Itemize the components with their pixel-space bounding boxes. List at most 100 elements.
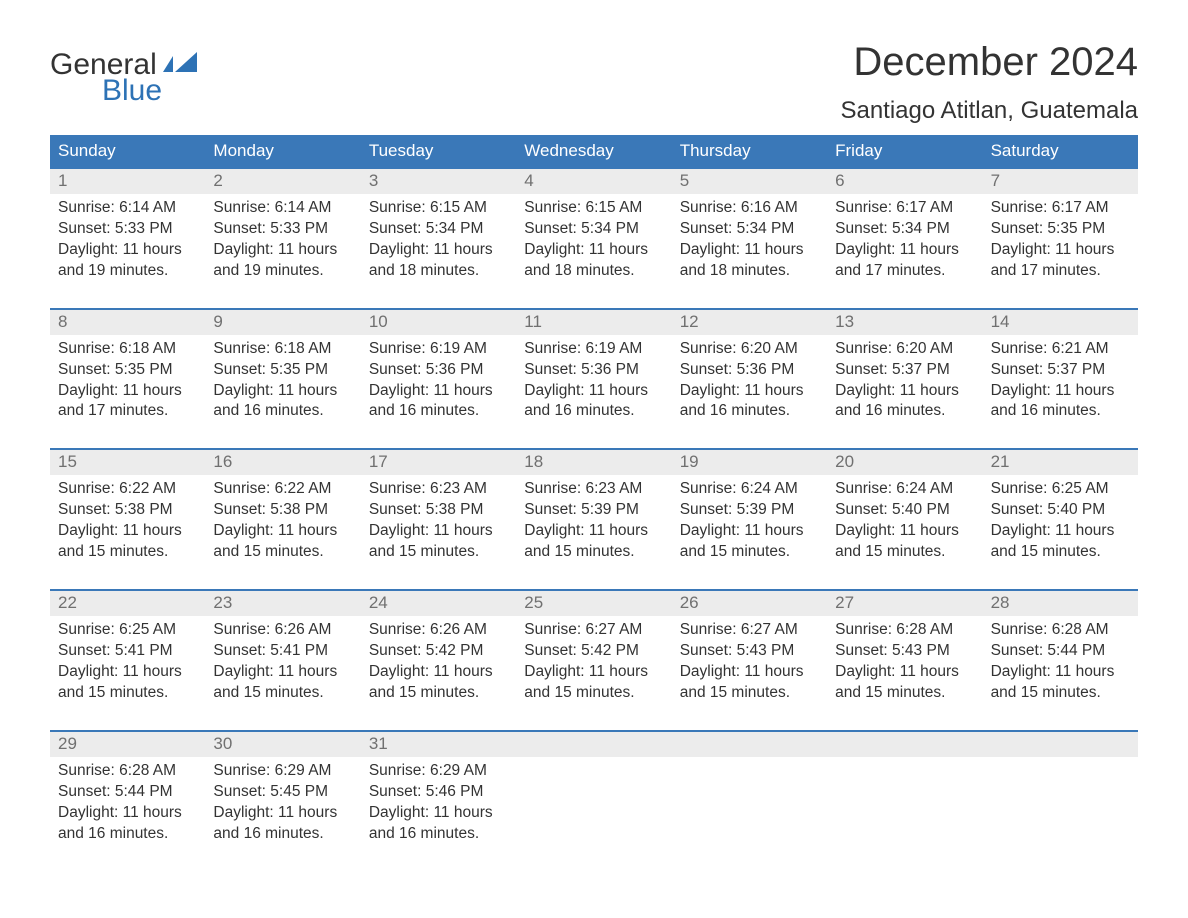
sunrise-line: Sunrise: 6:24 AM [680,479,819,500]
sunrise-line: Sunrise: 6:28 AM [58,761,197,782]
day-content: Sunrise: 6:19 AMSunset: 5:36 PMDaylight:… [516,335,671,423]
daylight-line: Daylight: 11 hours and 16 minutes. [835,381,974,423]
day-cell: 30Sunrise: 6:29 AMSunset: 5:45 PMDayligh… [205,732,360,853]
title-block: December 2024 Santiago Atitlan, Guatemal… [840,40,1138,125]
sunrise-line: Sunrise: 6:22 AM [213,479,352,500]
day-number: 7 [983,169,1138,194]
daylight-line: Daylight: 11 hours and 15 minutes. [524,521,663,563]
sunset-line: Sunset: 5:37 PM [991,360,1130,381]
day-number: 16 [205,450,360,475]
day-number: 26 [672,591,827,616]
day-cell [983,732,1138,853]
sunrise-line: Sunrise: 6:23 AM [524,479,663,500]
sunset-line: Sunset: 5:37 PM [835,360,974,381]
day-cell: 23Sunrise: 6:26 AMSunset: 5:41 PMDayligh… [205,591,360,712]
day-cell [516,732,671,853]
sunset-line: Sunset: 5:34 PM [369,219,508,240]
day-content: Sunrise: 6:26 AMSunset: 5:42 PMDaylight:… [361,616,516,704]
day-content: Sunrise: 6:27 AMSunset: 5:42 PMDaylight:… [516,616,671,704]
sunrise-line: Sunrise: 6:25 AM [58,620,197,641]
sunset-line: Sunset: 5:38 PM [213,500,352,521]
daylight-line: Daylight: 11 hours and 17 minutes. [835,240,974,282]
sunrise-line: Sunrise: 6:18 AM [58,339,197,360]
day-number [672,732,827,757]
day-content: Sunrise: 6:18 AMSunset: 5:35 PMDaylight:… [205,335,360,423]
day-content: Sunrise: 6:28 AMSunset: 5:43 PMDaylight:… [827,616,982,704]
sunrise-line: Sunrise: 6:26 AM [369,620,508,641]
day-number [983,732,1138,757]
day-cell: 11Sunrise: 6:19 AMSunset: 5:36 PMDayligh… [516,310,671,431]
day-number: 14 [983,310,1138,335]
day-content: Sunrise: 6:23 AMSunset: 5:39 PMDaylight:… [516,475,671,563]
daylight-line: Daylight: 11 hours and 16 minutes. [213,803,352,845]
calendar-week: 15Sunrise: 6:22 AMSunset: 5:38 PMDayligh… [50,448,1138,571]
sunrise-line: Sunrise: 6:15 AM [369,198,508,219]
day-content: Sunrise: 6:14 AMSunset: 5:33 PMDaylight:… [50,194,205,282]
sunrise-line: Sunrise: 6:23 AM [369,479,508,500]
day-cell: 19Sunrise: 6:24 AMSunset: 5:39 PMDayligh… [672,450,827,571]
day-number: 30 [205,732,360,757]
day-cell: 17Sunrise: 6:23 AMSunset: 5:38 PMDayligh… [361,450,516,571]
daylight-line: Daylight: 11 hours and 19 minutes. [213,240,352,282]
sunset-line: Sunset: 5:35 PM [58,360,197,381]
day-number: 23 [205,591,360,616]
weekday-thursday: Thursday [672,135,827,167]
sunset-line: Sunset: 5:34 PM [524,219,663,240]
day-content: Sunrise: 6:17 AMSunset: 5:34 PMDaylight:… [827,194,982,282]
calendar: Sunday Monday Tuesday Wednesday Thursday… [50,135,1138,852]
day-cell: 3Sunrise: 6:15 AMSunset: 5:34 PMDaylight… [361,169,516,290]
flag-icon [163,52,197,76]
day-content: Sunrise: 6:15 AMSunset: 5:34 PMDaylight:… [361,194,516,282]
sunrise-line: Sunrise: 6:16 AM [680,198,819,219]
day-number: 2 [205,169,360,194]
day-content: Sunrise: 6:15 AMSunset: 5:34 PMDaylight:… [516,194,671,282]
day-cell: 20Sunrise: 6:24 AMSunset: 5:40 PMDayligh… [827,450,982,571]
location-text: Santiago Atitlan, Guatemala [840,97,1138,125]
daylight-line: Daylight: 11 hours and 17 minutes. [991,240,1130,282]
weekday-sunday: Sunday [50,135,205,167]
weekday-monday: Monday [205,135,360,167]
day-number [827,732,982,757]
day-cell: 12Sunrise: 6:20 AMSunset: 5:36 PMDayligh… [672,310,827,431]
sunset-line: Sunset: 5:36 PM [524,360,663,381]
day-number: 10 [361,310,516,335]
sunrise-line: Sunrise: 6:15 AM [524,198,663,219]
weekday-wednesday: Wednesday [516,135,671,167]
sunrise-line: Sunrise: 6:28 AM [991,620,1130,641]
sunset-line: Sunset: 5:38 PM [58,500,197,521]
sunrise-line: Sunrise: 6:20 AM [680,339,819,360]
day-content: Sunrise: 6:26 AMSunset: 5:41 PMDaylight:… [205,616,360,704]
day-cell: 6Sunrise: 6:17 AMSunset: 5:34 PMDaylight… [827,169,982,290]
day-cell: 22Sunrise: 6:25 AMSunset: 5:41 PMDayligh… [50,591,205,712]
day-cell [827,732,982,853]
sunset-line: Sunset: 5:42 PM [524,641,663,662]
day-number: 21 [983,450,1138,475]
sunrise-line: Sunrise: 6:17 AM [835,198,974,219]
day-number: 6 [827,169,982,194]
page-header: General Blue December 2024 Santiago Atit… [50,40,1138,125]
day-number: 13 [827,310,982,335]
sunset-line: Sunset: 5:46 PM [369,782,508,803]
month-title: December 2024 [840,40,1138,85]
day-cell: 14Sunrise: 6:21 AMSunset: 5:37 PMDayligh… [983,310,1138,431]
day-content: Sunrise: 6:19 AMSunset: 5:36 PMDaylight:… [361,335,516,423]
sunset-line: Sunset: 5:33 PM [213,219,352,240]
weekday-header-row: Sunday Monday Tuesday Wednesday Thursday… [50,135,1138,167]
sunset-line: Sunset: 5:39 PM [524,500,663,521]
day-content: Sunrise: 6:20 AMSunset: 5:37 PMDaylight:… [827,335,982,423]
day-number [516,732,671,757]
day-cell: 29Sunrise: 6:28 AMSunset: 5:44 PMDayligh… [50,732,205,853]
sunrise-line: Sunrise: 6:19 AM [369,339,508,360]
day-cell: 13Sunrise: 6:20 AMSunset: 5:37 PMDayligh… [827,310,982,431]
sunset-line: Sunset: 5:34 PM [835,219,974,240]
day-cell: 27Sunrise: 6:28 AMSunset: 5:43 PMDayligh… [827,591,982,712]
day-cell: 18Sunrise: 6:23 AMSunset: 5:39 PMDayligh… [516,450,671,571]
sunrise-line: Sunrise: 6:14 AM [58,198,197,219]
sunset-line: Sunset: 5:41 PM [58,641,197,662]
sunset-line: Sunset: 5:44 PM [58,782,197,803]
day-cell: 7Sunrise: 6:17 AMSunset: 5:35 PMDaylight… [983,169,1138,290]
day-content: Sunrise: 6:25 AMSunset: 5:40 PMDaylight:… [983,475,1138,563]
calendar-week: 22Sunrise: 6:25 AMSunset: 5:41 PMDayligh… [50,589,1138,712]
daylight-line: Daylight: 11 hours and 16 minutes. [369,381,508,423]
day-number: 31 [361,732,516,757]
